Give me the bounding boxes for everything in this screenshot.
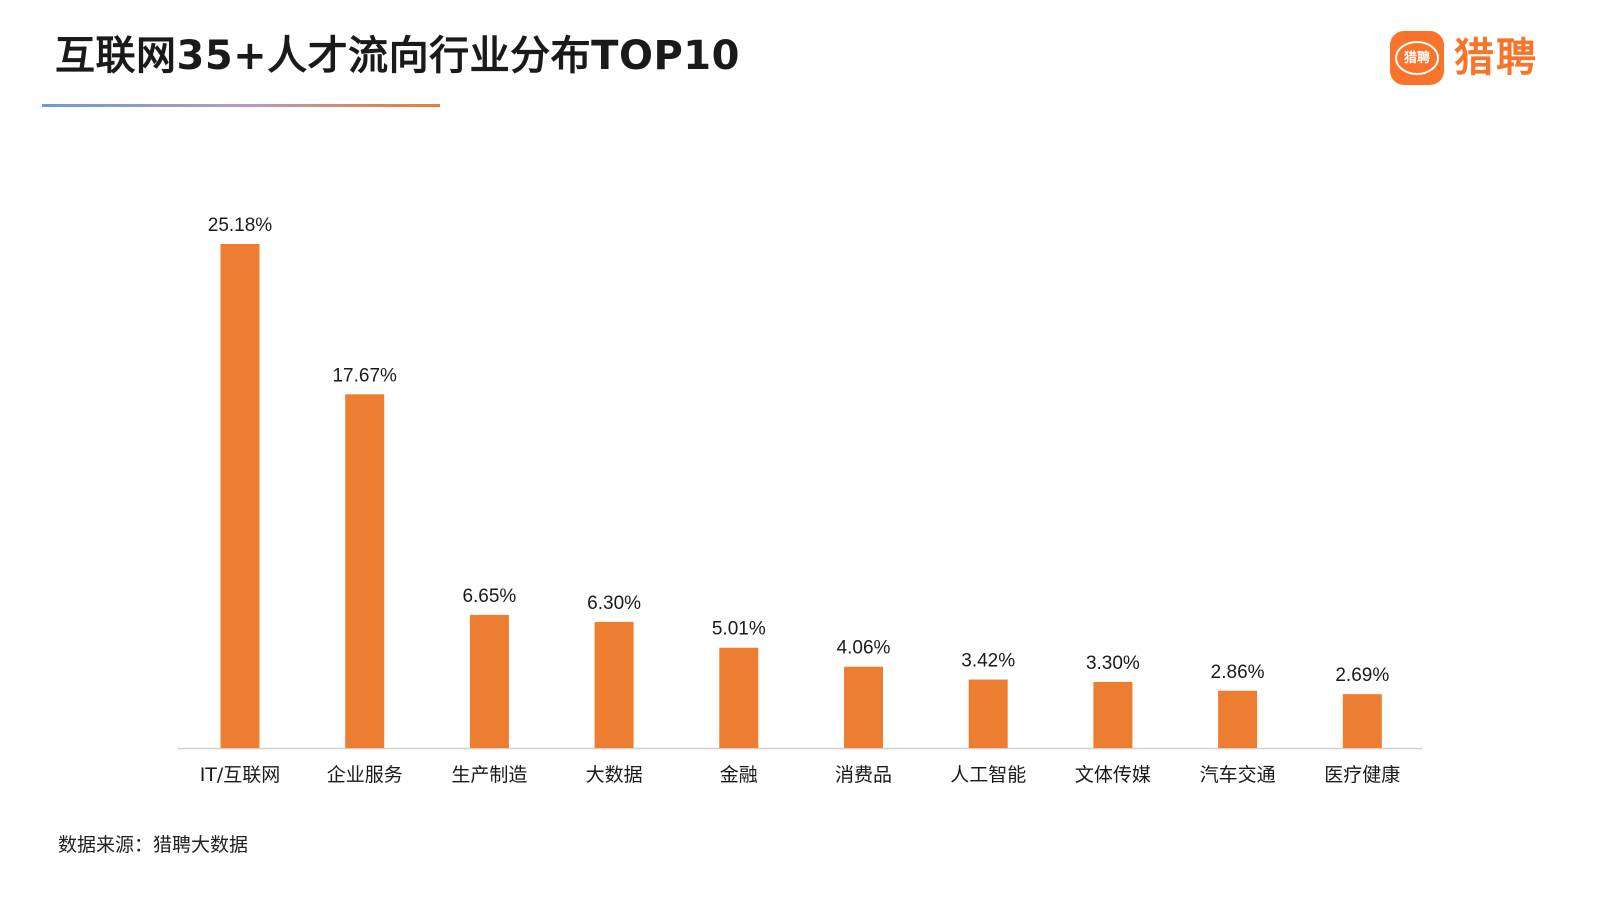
data-label: 2.69%: [1335, 665, 1389, 686]
x-tick-label: 大数据: [586, 764, 643, 786]
brand-name: 猎聘: [1454, 35, 1538, 81]
bar: [1342, 694, 1382, 748]
data-label: 5.01%: [712, 619, 766, 640]
x-tick-label: 企业服务: [327, 764, 403, 786]
x-tick-label: 文体传媒: [1075, 764, 1151, 786]
bar: [719, 647, 759, 748]
bar: [968, 679, 1008, 748]
data-source-note: 数据来源：猎聘大数据: [58, 834, 249, 856]
data-label: 25.18%: [208, 215, 273, 236]
brand-badge-icon: 猎聘: [1390, 31, 1444, 85]
bar: [220, 244, 260, 748]
data-label: 3.42%: [961, 651, 1015, 672]
x-tick-label: 人工智能: [950, 764, 1026, 786]
x-tick-label: 生产制造: [451, 764, 527, 786]
bar: [469, 614, 509, 748]
title-underline: [42, 104, 440, 107]
data-label: 4.06%: [837, 638, 891, 659]
bar: [1218, 690, 1258, 748]
x-tick-label: IT/互联网: [200, 764, 281, 786]
data-label: 6.30%: [587, 593, 641, 614]
data-label: 6.65%: [462, 586, 516, 607]
page-title: 互联网35+人才流向行业分布TOP10: [55, 33, 740, 79]
x-tick-label: 汽车交通: [1200, 764, 1276, 786]
x-tick-label: 医疗健康: [1324, 764, 1400, 786]
bar: [594, 621, 634, 748]
brand-logo: 猎聘 猎聘: [1390, 30, 1538, 86]
data-label: 2.86%: [1211, 662, 1265, 683]
bar: [844, 666, 883, 748]
bar: [1093, 681, 1133, 748]
x-tick-label: 消费品: [835, 764, 892, 786]
data-label: 3.30%: [1086, 653, 1140, 674]
bar: [345, 394, 385, 748]
data-label: 17.67%: [332, 365, 397, 386]
brand-badge-text: 猎聘: [1395, 41, 1439, 75]
x-tick-label: 金融: [720, 764, 758, 786]
